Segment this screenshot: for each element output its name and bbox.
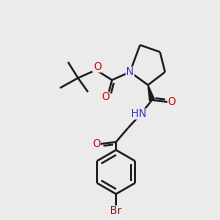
Text: N: N <box>126 67 134 77</box>
Text: O: O <box>168 97 176 107</box>
Text: O: O <box>92 139 100 149</box>
Polygon shape <box>148 85 154 101</box>
Text: O: O <box>93 62 101 72</box>
Text: HN: HN <box>131 109 147 119</box>
Text: O: O <box>101 92 109 102</box>
Text: Br: Br <box>110 206 122 216</box>
